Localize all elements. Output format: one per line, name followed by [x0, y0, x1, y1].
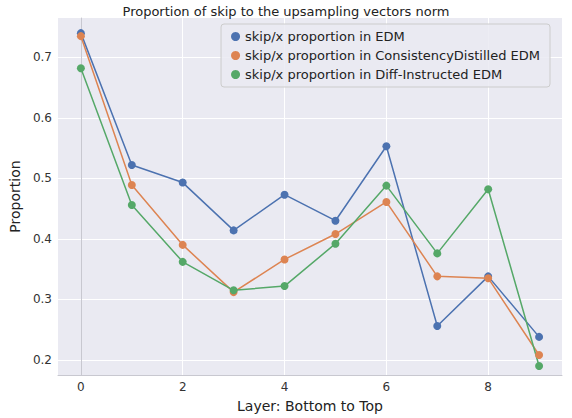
svg-text:4: 4 — [281, 380, 289, 394]
svg-text:6: 6 — [383, 380, 391, 394]
svg-text:0: 0 — [77, 380, 85, 394]
svg-text:0.6: 0.6 — [33, 111, 52, 125]
svg-text:Proportion: Proportion — [7, 160, 23, 232]
svg-text:Proportion of skip to the upsa: Proportion of skip to the upsampling vec… — [123, 4, 450, 19]
svg-text:Layer: Bottom to Top: Layer: Bottom to Top — [237, 398, 383, 414]
svg-text:0.5: 0.5 — [33, 171, 52, 185]
svg-text:2: 2 — [179, 380, 187, 394]
svg-text:skip/x proportion in EDM: skip/x proportion in EDM — [245, 29, 405, 44]
svg-text:8: 8 — [484, 380, 492, 394]
svg-text:0.7: 0.7 — [33, 50, 52, 64]
svg-text:0.3: 0.3 — [33, 292, 52, 306]
svg-text:0.4: 0.4 — [33, 232, 52, 246]
svg-text:skip/x proportion in Diff-Inst: skip/x proportion in Diff-Instructed EDM — [245, 67, 502, 82]
svg-text:0.2: 0.2 — [33, 353, 52, 367]
svg-text:skip/x proportion in Consisten: skip/x proportion in ConsistencyDistille… — [245, 48, 540, 63]
